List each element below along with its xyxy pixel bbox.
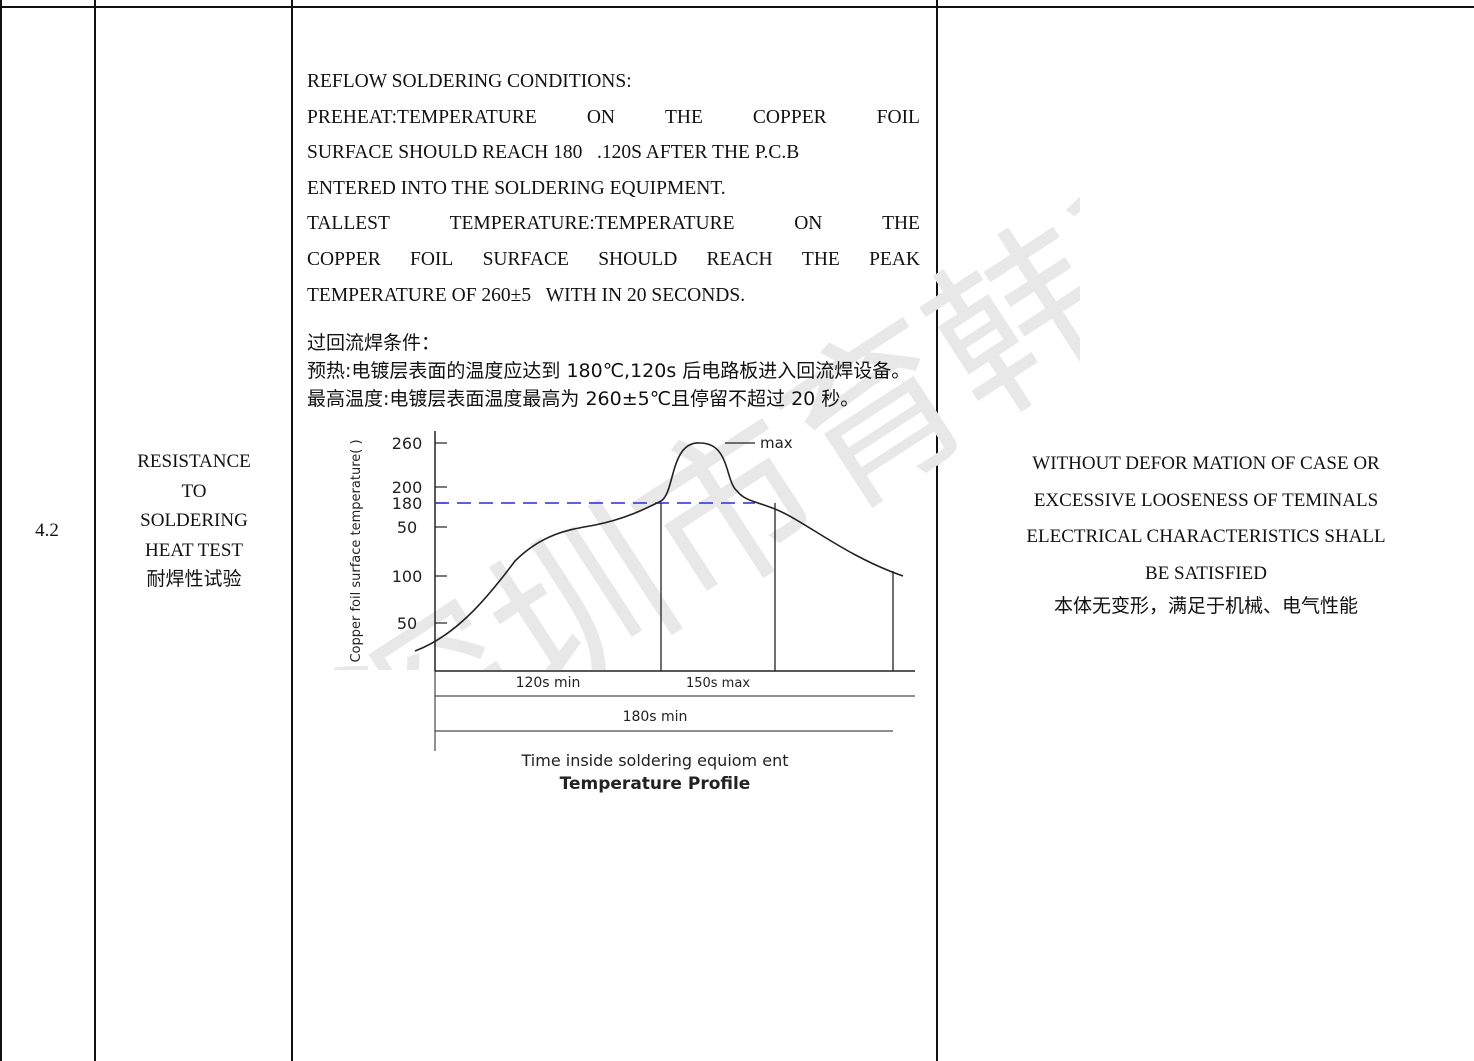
segment-label: 150s max — [686, 676, 750, 691]
x-axis-title: Time inside soldering equiom ent — [521, 751, 789, 770]
peak-label: max — [760, 434, 793, 452]
y-tick-label: 180 — [392, 494, 423, 513]
item-line: RESISTANCE — [137, 451, 251, 472]
y-tick-label: 50 — [397, 518, 417, 537]
test-result: WITHOUT DEFOR MATION OF CASE OR EXCESSIV… — [938, 446, 1474, 620]
segment-label: 180s min — [623, 709, 688, 725]
result-cn: 本体无变形，满足于机械、电气性能 — [1053, 595, 1358, 617]
preheat-line-3: ENTERED INTO THE SOLDERING EQUIPMENT. — [307, 177, 726, 199]
table-top-border — [0, 6, 1474, 8]
preheat-line-2: SURFACE SHOULD REACH 180 .120S AFTER THE… — [307, 142, 800, 164]
chart-title: Temperature Profile — [560, 774, 751, 794]
result-line: BE SATISFIED — [1145, 562, 1267, 584]
item-line-cn: 耐焊性试验 — [146, 568, 242, 590]
column-divider-method — [936, 0, 938, 1061]
item-number: 4.2 — [35, 520, 59, 541]
result-line: EXCESSIVE LOOSENESS OF TEMINALS — [1033, 489, 1379, 511]
test-item-name: RESISTANCE TO SOLDERING HEAT TEST 耐焊性试验 — [96, 447, 292, 595]
cn-preheat: 预热:电镀层表面的温度应达到 180℃,120s 后电路板进入回流焊设备。 — [307, 360, 911, 383]
cn-peak: 最高温度:电镀层表面温度最高为 260±5℃且停留不超过 20 秒。 — [307, 388, 860, 411]
column-divider-item — [291, 0, 293, 1061]
tallest-line-2: COPPER FOIL SURFACE SHOULD REACH THE PEA… — [307, 248, 920, 270]
y-axis-title: Copper foil surface temperature( ) — [349, 440, 364, 663]
test-method: REFLOW SOLDERING CONDITIONS: PREHEAT:TEM… — [307, 64, 920, 821]
tallest-line-3: TEMPERATURE OF 260±5 WITH IN 20 SECONDS. — [307, 284, 746, 306]
method-title: REFLOW SOLDERING CONDITIONS: — [307, 71, 632, 92]
y-tick-label: 100 — [392, 567, 423, 586]
tallest-line-1: TALLEST TEMPERATURE:TEMPERATURE ON THE — [307, 213, 920, 235]
method-chinese: 过回流焊条件： 预热:电镀层表面的温度应达到 180℃,120s 后电路板进入回… — [307, 329, 920, 413]
table-left-border — [0, 0, 2, 1061]
y-tick-label: 50 — [397, 614, 417, 633]
cn-title: 过回流焊条件： — [307, 332, 441, 355]
item-line: TO — [181, 480, 207, 502]
y-tick-label: 260 — [392, 434, 423, 453]
temperature-curve — [414, 442, 904, 652]
item-line: HEAT TEST — [145, 539, 243, 561]
column-divider-number — [94, 0, 96, 1061]
result-line: WITHOUT DEFOR MATION OF CASE OR — [1032, 453, 1380, 474]
y-tick-label: 200 — [392, 478, 423, 497]
method-english: REFLOW SOLDERING CONDITIONS: PREHEAT:TEM… — [307, 64, 920, 313]
preheat-line-1: PREHEAT:TEMPERATURE ON THE COPPER FOIL — [307, 106, 920, 128]
segment-label: 120s min — [516, 675, 581, 691]
result-line: ELECTRICAL CHARACTERISTICS SHALL — [1026, 526, 1386, 547]
item-line: SOLDERING — [140, 510, 248, 531]
